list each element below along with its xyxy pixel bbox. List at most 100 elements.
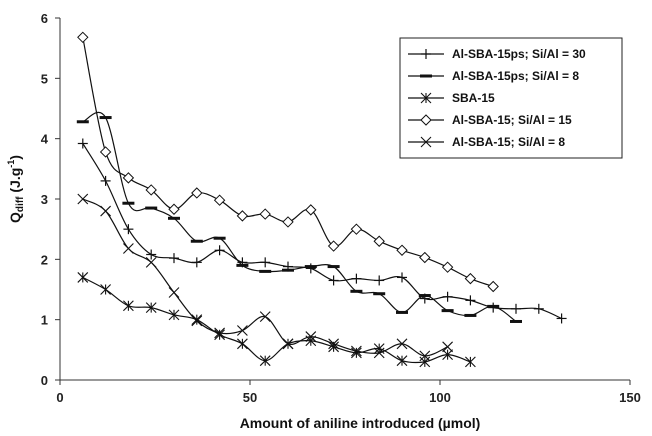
data-point — [396, 244, 408, 256]
data-point — [442, 349, 453, 361]
data-point — [442, 341, 453, 353]
y-axis-title-unit-suffix: ) — [7, 155, 23, 160]
x-tick-label: 0 — [56, 390, 63, 405]
data-point — [146, 249, 157, 260]
y-tick-label: 2 — [41, 252, 48, 267]
data-point — [100, 175, 111, 186]
data-point — [328, 275, 339, 286]
data-point — [169, 253, 179, 264]
data-point — [419, 350, 431, 362]
data-point — [145, 302, 157, 313]
legend-label: Al-SBA-15ps; Si/Al = 30 — [452, 47, 586, 61]
data-point — [191, 187, 203, 199]
legend-label: Al-SBA-15; Si/Al = 8 — [452, 135, 565, 149]
data-point — [465, 295, 476, 306]
legend-entry: Al-SBA-15ps; Si/Al = 8 — [408, 69, 579, 83]
y-tick-label: 5 — [41, 71, 48, 86]
legend-label: Al-SBA-15ps; Si/Al = 8 — [452, 69, 579, 83]
data-point — [396, 355, 408, 367]
data-point — [123, 224, 134, 235]
data-point — [77, 138, 88, 149]
data-point — [168, 287, 180, 298]
series-dash — [76, 111, 522, 323]
data-point — [465, 356, 476, 368]
x-tick-label: 50 — [243, 390, 257, 405]
series-line — [82, 143, 562, 320]
y-axis-title-main: Q — [7, 212, 23, 223]
data-point — [77, 272, 89, 283]
data-point — [236, 210, 249, 222]
y-axis-title-sub: diff — [15, 196, 26, 212]
data-point — [397, 272, 407, 283]
y-tick-label: 4 — [41, 132, 49, 147]
data-point — [123, 300, 134, 312]
data-point — [191, 257, 202, 268]
data-point — [327, 240, 340, 252]
y-axis-title-unit-sup: -1 — [6, 160, 16, 168]
data-point — [168, 309, 180, 321]
data-point — [99, 146, 112, 158]
data-point — [442, 291, 453, 302]
data-point — [421, 49, 431, 59]
data-point — [328, 338, 339, 350]
data-point — [373, 347, 385, 359]
data-point — [305, 331, 317, 342]
data-point — [511, 303, 521, 314]
data-point — [168, 203, 180, 215]
y-tick-label: 1 — [41, 313, 48, 328]
series-plus — [77, 138, 567, 324]
data-point — [145, 184, 157, 196]
data-point — [305, 263, 316, 274]
data-point — [305, 204, 317, 216]
data-point — [420, 136, 432, 148]
y-tick-label: 3 — [41, 192, 48, 207]
data-point — [351, 347, 362, 359]
legend-entry: Al-SBA-15ps; Si/Al = 30 — [408, 47, 586, 61]
data-point — [396, 338, 408, 350]
data-point — [145, 256, 157, 268]
data-point — [350, 223, 363, 235]
data-point — [487, 280, 499, 293]
y-axis-title: Qdiff (J.g-1) — [6, 155, 26, 223]
data-point — [282, 216, 294, 228]
series-diamond — [77, 31, 499, 293]
data-point — [214, 327, 225, 339]
data-point — [259, 208, 271, 220]
data-point — [373, 235, 385, 247]
data-point — [77, 193, 89, 205]
data-point — [214, 329, 225, 341]
data-point — [351, 345, 362, 357]
data-point — [123, 243, 134, 254]
y-tick-label: 0 — [41, 373, 48, 388]
x-axis-title: Amount of aniline introduced (µmol) — [240, 415, 481, 431]
series-line — [82, 276, 471, 364]
data-point — [260, 257, 271, 268]
legend-label: SBA-15 — [452, 91, 495, 105]
data-point — [282, 338, 294, 350]
legend: Al-SBA-15ps; Si/Al = 30 Al-SBA-15ps; Si/A… — [399, 37, 623, 159]
data-point — [420, 92, 432, 104]
data-point — [77, 31, 89, 44]
x-tick-label: 150 — [619, 390, 641, 405]
legend-label: Al-SBA-15; Si/Al = 15 — [452, 113, 572, 127]
data-point — [464, 272, 477, 285]
y-tick-label: 6 — [41, 11, 48, 26]
x-tick-label: 100 — [429, 390, 451, 405]
data-point — [191, 315, 203, 327]
data-point — [100, 284, 111, 295]
data-point — [259, 355, 271, 367]
data-point — [237, 325, 248, 336]
data-point — [533, 303, 544, 314]
data-point — [351, 273, 362, 284]
data-point — [441, 261, 454, 273]
legend-entry: SBA-15 — [408, 91, 495, 105]
data-point — [556, 313, 567, 324]
data-point — [259, 311, 271, 323]
series-asterisk — [77, 272, 476, 368]
series-cross — [77, 193, 453, 362]
y-axis-title-unit-prefix: (J.g — [7, 168, 23, 197]
data-point — [419, 251, 431, 264]
data-point — [214, 245, 225, 256]
legend-entry: Al-SBA-15; Si/Al = 8 — [408, 135, 565, 149]
